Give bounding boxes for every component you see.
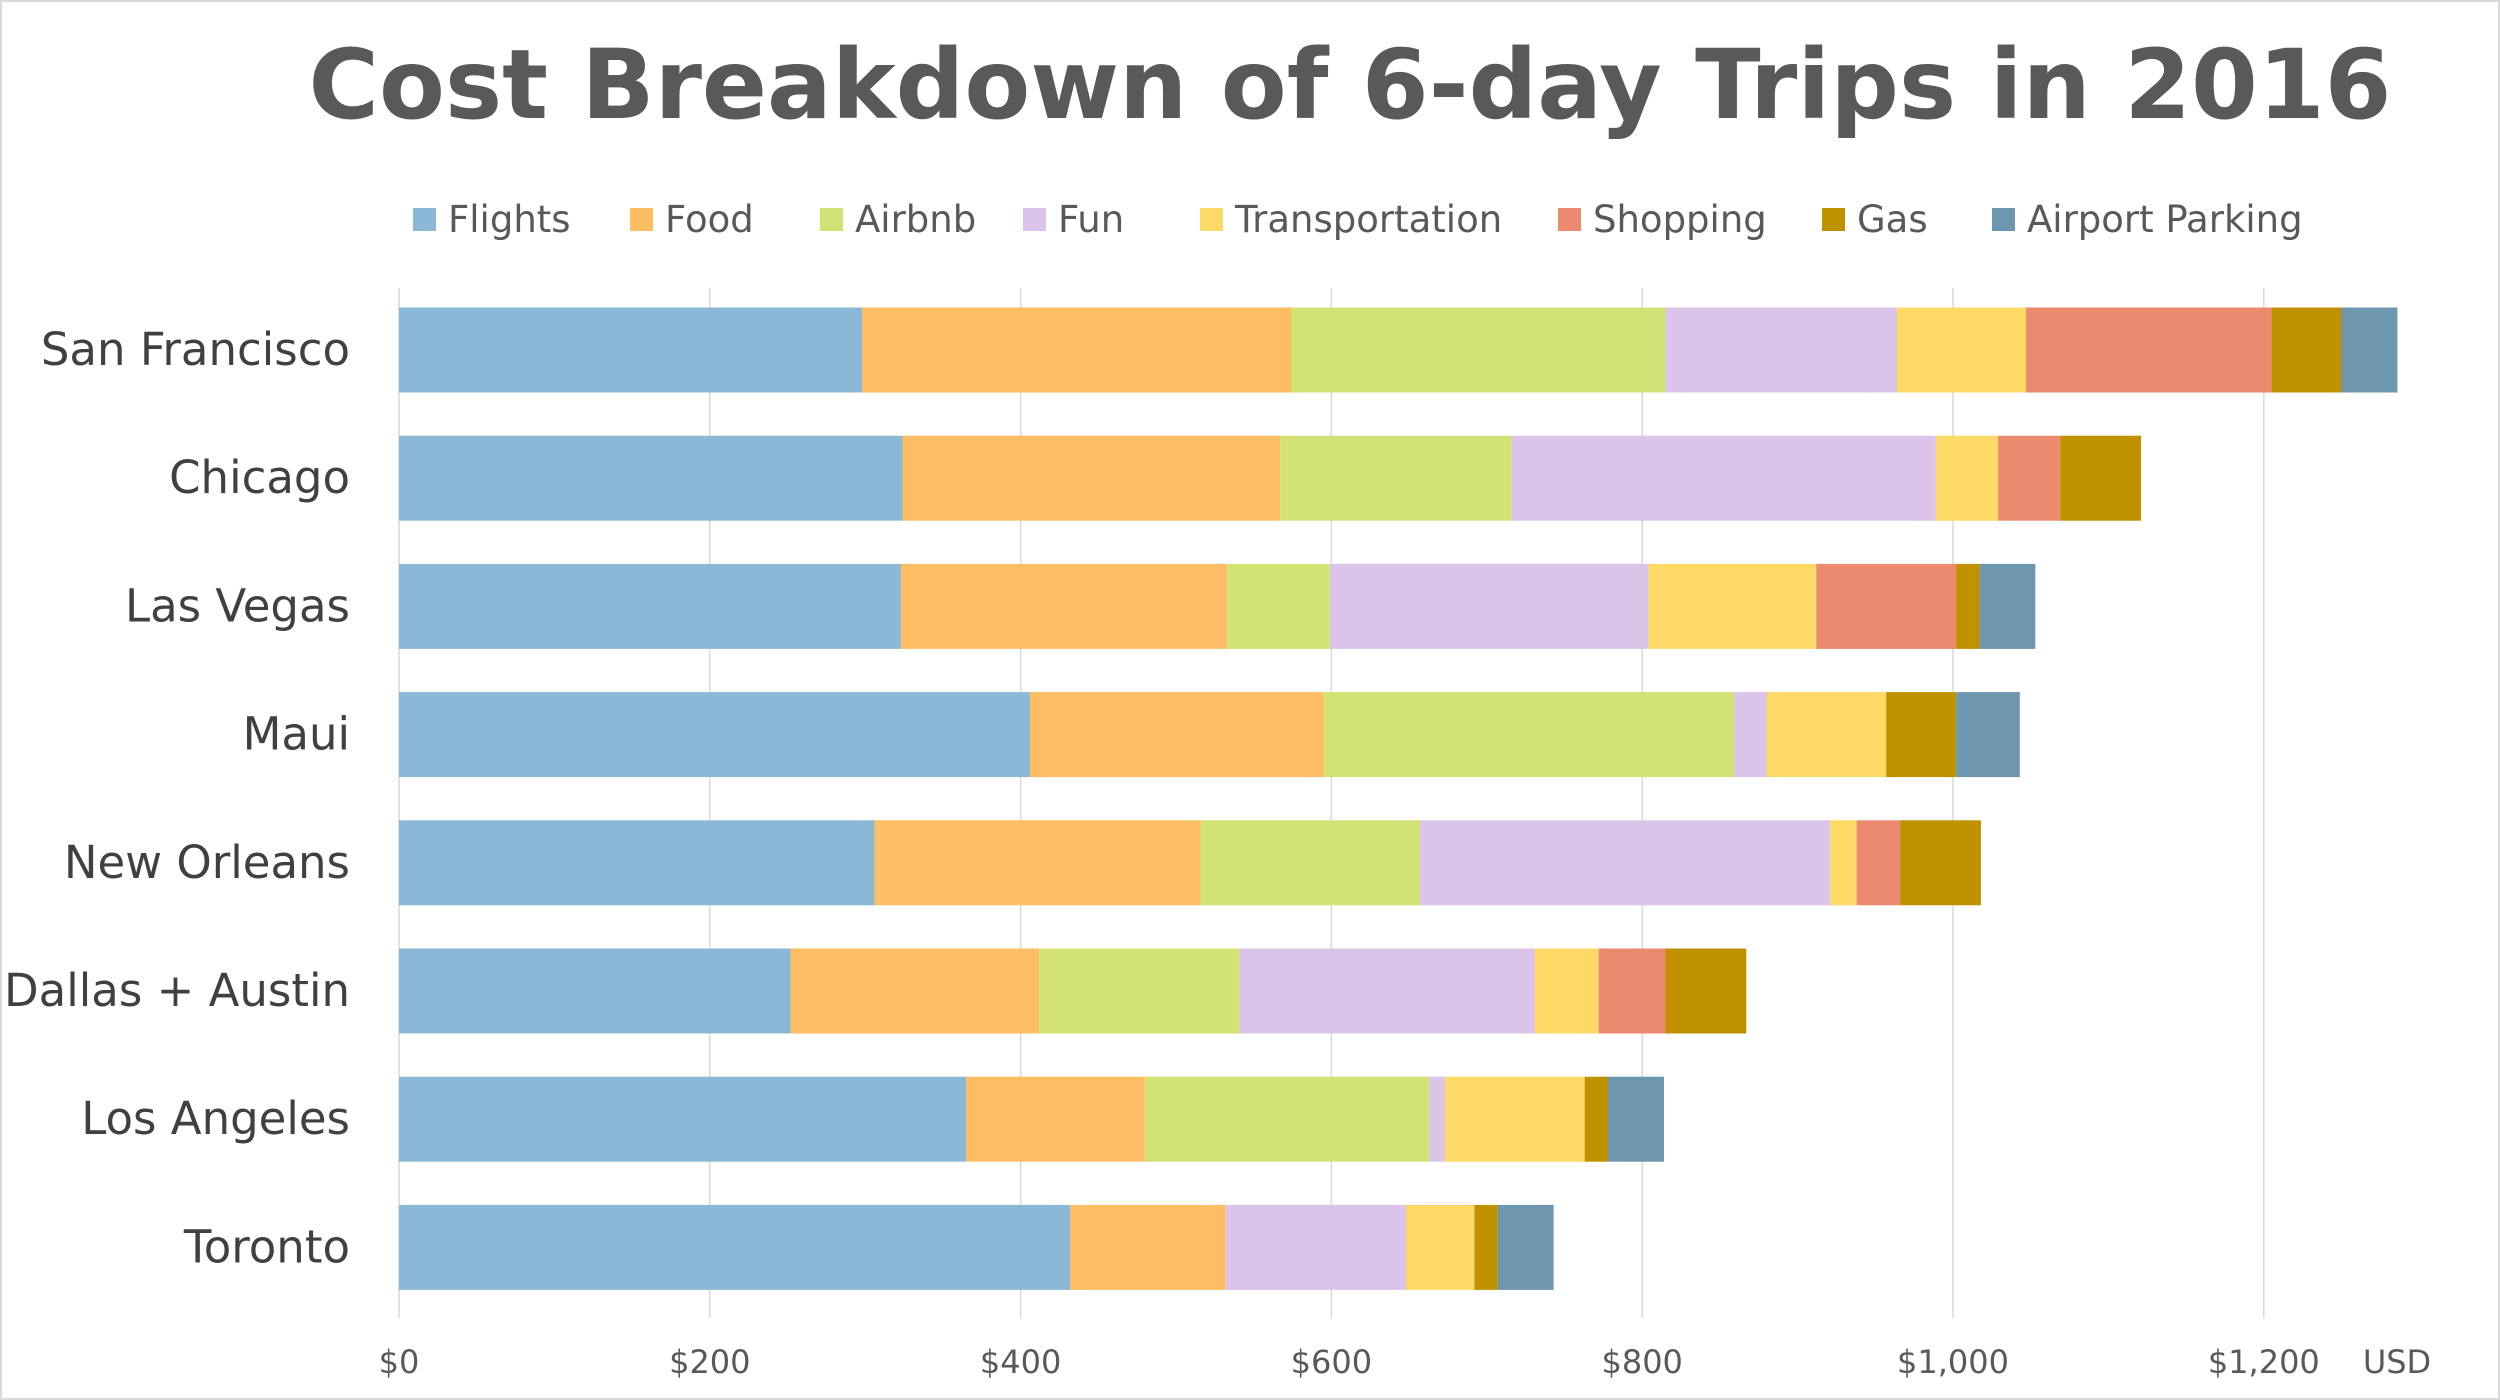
bar-segment-airport-parking bbox=[2341, 307, 2398, 393]
bar-segment-shopping bbox=[1816, 563, 1957, 649]
legend-label: Airport Parking bbox=[2027, 198, 2303, 241]
bar-segment-shopping bbox=[1598, 948, 1666, 1034]
bar-segment-gas bbox=[2060, 435, 2142, 521]
bar-segment-food bbox=[902, 435, 1281, 521]
category-label: San Francisco bbox=[41, 323, 350, 376]
bar-segment-transportation bbox=[1766, 692, 1887, 778]
bar-segment-airport-parking bbox=[1608, 1076, 1664, 1162]
bar-segment-fun bbox=[1511, 435, 1936, 521]
category-label: Maui bbox=[243, 708, 350, 761]
bar-segment-flights bbox=[399, 563, 901, 649]
category-label: Dallas + Austin bbox=[4, 964, 350, 1017]
bar-segment-flights bbox=[399, 307, 863, 393]
legend-swatch bbox=[1992, 208, 2015, 231]
bar-segment-food bbox=[874, 820, 1201, 906]
bar-segment-airbnb bbox=[1323, 692, 1734, 778]
bar-segment-food bbox=[966, 1076, 1145, 1162]
legend-swatch bbox=[1200, 208, 1223, 231]
x-tick-label: $600 bbox=[1291, 1343, 1372, 1381]
bar-segment-flights bbox=[399, 948, 791, 1034]
legend-label: Transportation bbox=[1234, 198, 1502, 241]
bar-segment-transportation bbox=[1405, 1204, 1475, 1290]
bar-segment-shopping bbox=[1856, 820, 1901, 906]
bar-segment-flights bbox=[399, 1204, 1071, 1290]
bar-segment-flights bbox=[399, 435, 903, 521]
bar-segment-fun bbox=[1419, 820, 1831, 906]
bar-segment-transportation bbox=[1935, 435, 1999, 521]
bars bbox=[399, 307, 2398, 1290]
legend-swatch bbox=[1822, 208, 1845, 231]
category-labels: San Francisco Chicago Las Vegas Maui New Orl… bbox=[4, 323, 350, 1273]
bar-segment-fun bbox=[1329, 563, 1649, 649]
category-label: New Orleans bbox=[64, 836, 350, 889]
bar-segment-transportation bbox=[1830, 820, 1857, 906]
bar-segment-flights bbox=[399, 1076, 967, 1162]
bar-segment-shopping bbox=[2026, 307, 2272, 393]
x-tick-label: $1,000 bbox=[1897, 1343, 2009, 1381]
bar-segment-shopping bbox=[1998, 435, 2061, 521]
bar-segment-airport-parking bbox=[1497, 1204, 1554, 1290]
x-axis-unit-label: USD bbox=[2363, 1343, 2431, 1381]
bar-segment-airbnb bbox=[1039, 948, 1240, 1034]
bar-segment-flights bbox=[399, 820, 875, 906]
legend-label: Gas bbox=[1857, 198, 1928, 241]
bar-segment-fun bbox=[1225, 1204, 1406, 1290]
legend-swatch bbox=[630, 208, 653, 231]
bar-segment-gas bbox=[1474, 1204, 1498, 1290]
bar-segment-airport-parking bbox=[1979, 563, 2036, 649]
bar-segment-gas bbox=[1900, 820, 1981, 906]
bar-segment-airbnb bbox=[1227, 563, 1330, 649]
bar-segment-fun bbox=[1239, 948, 1535, 1034]
x-tick-labels: $0 $200 $400 $600 $800 $1,000 $1,200 bbox=[379, 1343, 2320, 1381]
legend-label: Shopping bbox=[1593, 198, 1767, 241]
bar-segment-gas bbox=[1584, 1076, 1609, 1162]
legend-swatch bbox=[1023, 208, 1046, 231]
category-label: Toronto bbox=[183, 1220, 350, 1273]
bar-segment-food bbox=[1070, 1204, 1226, 1290]
x-tick-label: $800 bbox=[1601, 1343, 1682, 1381]
legend-label: Food bbox=[665, 198, 754, 241]
bar-segment-airport-parking bbox=[1956, 692, 2020, 778]
x-tick-label: $200 bbox=[669, 1343, 750, 1381]
bar-segment-airbnb bbox=[1144, 1076, 1430, 1162]
legend-label: Fun bbox=[1058, 198, 1124, 241]
x-tick-label: $400 bbox=[980, 1343, 1061, 1381]
legend-swatch bbox=[413, 208, 436, 231]
bar-segment-gas bbox=[2271, 307, 2342, 393]
legend-swatch bbox=[1558, 208, 1581, 231]
bar-segment-transportation bbox=[1648, 563, 1817, 649]
x-tick-label: $1,200 bbox=[2208, 1343, 2320, 1381]
bar-segment-fun bbox=[1733, 692, 1767, 778]
legend-label: Flights bbox=[448, 198, 571, 241]
chart-title: Cost Breakdown of 6-day Trips in 2016 bbox=[309, 29, 2392, 141]
category-label: Chicago bbox=[169, 451, 350, 504]
bar-segment-transportation bbox=[1444, 1076, 1585, 1162]
bar-segment-fun bbox=[1429, 1076, 1445, 1162]
bar-segment-airbnb bbox=[1290, 307, 1666, 393]
x-tick-label: $0 bbox=[379, 1343, 420, 1381]
category-label: Los Angeles bbox=[81, 1092, 350, 1145]
legend-swatch bbox=[820, 208, 843, 231]
bar-segment-food bbox=[900, 563, 1228, 649]
bar-segment-transportation bbox=[1897, 307, 2027, 393]
bar-segment-gas bbox=[1886, 692, 1957, 778]
bar-segment-food bbox=[1029, 692, 1324, 778]
bar-segment-airbnb bbox=[1200, 820, 1420, 906]
bar-segment-airbnb bbox=[1280, 435, 1512, 521]
bar-segment-gas bbox=[1665, 948, 1747, 1034]
bar-segment-flights bbox=[399, 692, 1030, 778]
bar-segment-transportation bbox=[1534, 948, 1599, 1034]
category-label: Las Vegas bbox=[125, 579, 350, 632]
legend: Flights Food Airbnb Fun Transportation Shoppi… bbox=[413, 198, 2303, 241]
bar-segment-fun bbox=[1665, 307, 1898, 393]
bar-segment-gas bbox=[1956, 563, 1980, 649]
bar-segment-food bbox=[862, 307, 1291, 393]
legend-label: Airbnb bbox=[855, 198, 976, 241]
bar-segment-food bbox=[790, 948, 1040, 1034]
